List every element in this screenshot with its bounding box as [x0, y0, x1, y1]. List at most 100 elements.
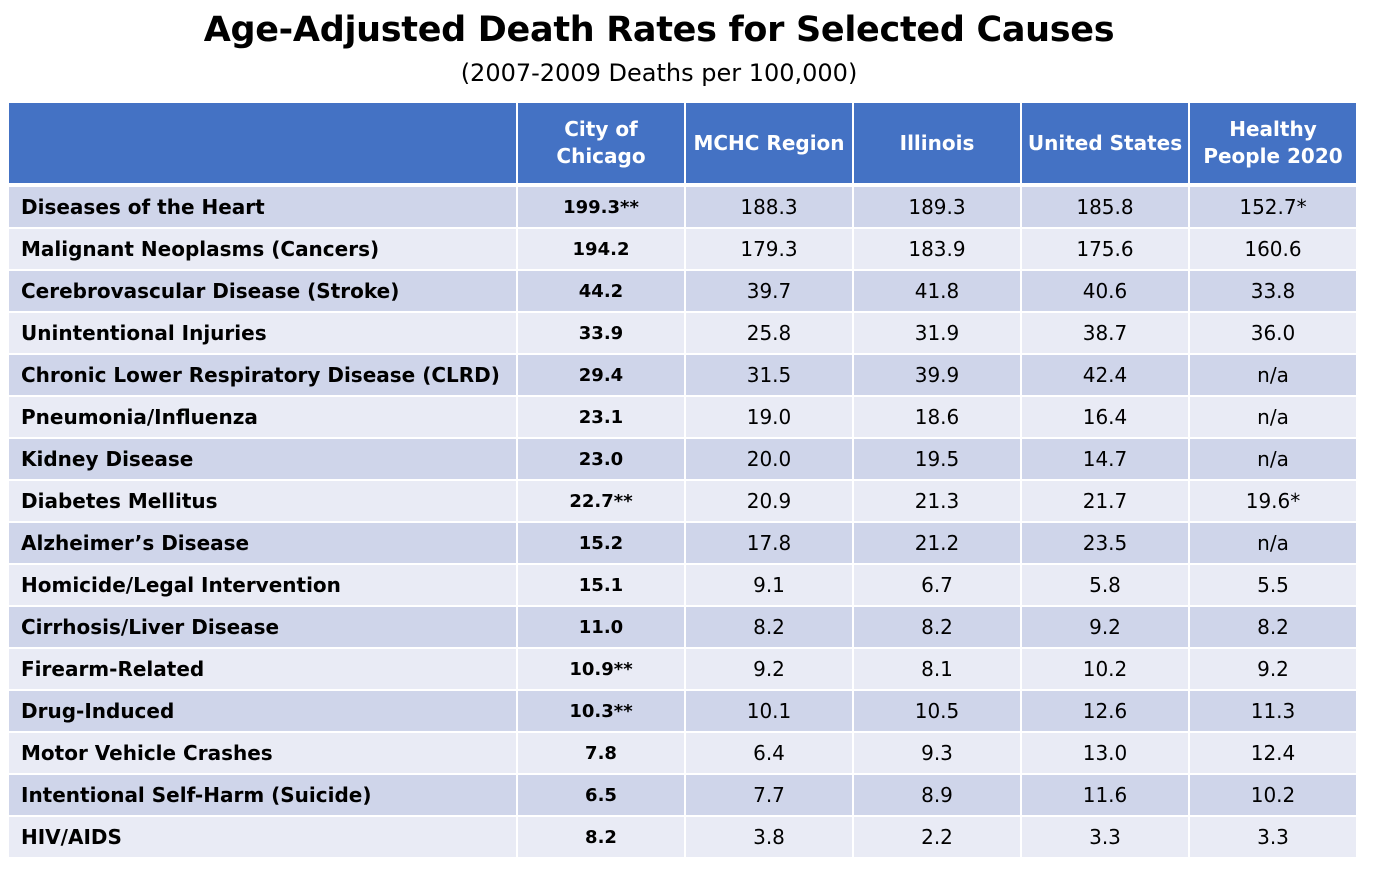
table-row: Unintentional Injuries 33.9 25.8 31.9 38.7 36… [7, 312, 1358, 355]
value-cell-illinois: 8.9 [852, 774, 1022, 817]
header-united-states: United States [1020, 103, 1190, 187]
value-cell-illinois: 9.3 [852, 732, 1022, 775]
value-cell-mchc-region: 9.2 [684, 648, 854, 691]
table-row: Kidney Disease 23.0 20.0 19.5 14.7 n/a [7, 438, 1358, 481]
value-cell-healthy-people-2020: 152.7* [1188, 185, 1358, 229]
value-cell-united-states: 42.4 [1020, 354, 1190, 397]
cause-cell: Motor Vehicle Crashes [7, 732, 518, 775]
value-cell-mchc-region: 179.3 [684, 228, 854, 271]
value-cell-united-states: 175.6 [1020, 228, 1190, 271]
header-illinois: Illinois [852, 103, 1022, 187]
value-cell-city-of-chicago: 23.0 [516, 438, 686, 481]
value-cell-healthy-people-2020: n/a [1188, 396, 1358, 439]
value-cell-illinois: 8.1 [852, 648, 1022, 691]
value-cell-united-states: 13.0 [1020, 732, 1190, 775]
table-header: City of Chicago MCHC Region Illinois Uni… [7, 103, 1358, 187]
table-row: Homicide/Legal Intervention 15.1 9.1 6.7 5.8… [7, 564, 1358, 607]
value-cell-healthy-people-2020: 3.3 [1188, 816, 1358, 859]
value-cell-healthy-people-2020: 5.5 [1188, 564, 1358, 607]
value-cell-united-states: 14.7 [1020, 438, 1190, 481]
value-cell-healthy-people-2020: 8.2 [1188, 606, 1358, 649]
table-row: Firearm-Related 10.9** 9.2 8.1 10.2 9.2 [7, 648, 1358, 691]
table-row: Malignant Neoplasms (Cancers) 194.2 179.3 1… [7, 228, 1358, 271]
value-cell-city-of-chicago: 194.2 [516, 228, 686, 271]
value-cell-mchc-region: 9.1 [684, 564, 854, 607]
value-cell-healthy-people-2020: n/a [1188, 354, 1358, 397]
value-cell-mchc-region: 6.4 [684, 732, 854, 775]
table-row: Pneumonia/Influenza 23.1 19.0 18.6 16.4 n/a [7, 396, 1358, 439]
value-cell-healthy-people-2020: 12.4 [1188, 732, 1358, 775]
value-cell-united-states: 12.6 [1020, 690, 1190, 733]
page-subtitle: (2007-2009 Deaths per 100,000) [460, 59, 858, 87]
value-cell-mchc-region: 31.5 [684, 354, 854, 397]
value-cell-mchc-region: 17.8 [684, 522, 854, 565]
table-row: Intentional Self-Harm (Suicide) 6.5 7.7 8.9… [7, 774, 1358, 817]
value-cell-united-states: 16.4 [1020, 396, 1190, 439]
value-cell-mchc-region: 19.0 [684, 396, 854, 439]
value-cell-illinois: 19.5 [852, 438, 1022, 481]
value-cell-city-of-chicago: 7.8 [516, 732, 686, 775]
value-cell-healthy-people-2020: 160.6 [1188, 228, 1358, 271]
cause-cell: Chronic Lower Respiratory Disease (CLRD) [7, 354, 518, 397]
table-row: Diseases of the Heart 199.3** 188.3 189.3 18… [7, 185, 1358, 229]
cause-cell: Pneumonia/Influenza [7, 396, 518, 439]
value-cell-city-of-chicago: 11.0 [516, 606, 686, 649]
cause-cell: Cerebrovascular Disease (Stroke) [7, 270, 518, 313]
value-cell-illinois: 10.5 [852, 690, 1022, 733]
value-cell-mchc-region: 10.1 [684, 690, 854, 733]
value-cell-illinois: 18.6 [852, 396, 1022, 439]
value-cell-united-states: 10.2 [1020, 648, 1190, 691]
page-title: Age-Adjusted Death Rates for Selected Ca… [203, 10, 1115, 50]
value-cell-healthy-people-2020: 33.8 [1188, 270, 1358, 313]
value-cell-mchc-region: 8.2 [684, 606, 854, 649]
value-cell-healthy-people-2020: 11.3 [1188, 690, 1358, 733]
value-cell-city-of-chicago: 29.4 [516, 354, 686, 397]
header-city-of-chicago: City of Chicago [516, 103, 686, 187]
table-row: Motor Vehicle Crashes 7.8 6.4 9.3 13.0 12.4 [7, 732, 1358, 775]
cause-cell: Unintentional Injuries [7, 312, 518, 355]
value-cell-city-of-chicago: 199.3** [516, 185, 686, 229]
value-cell-healthy-people-2020: 10.2 [1188, 774, 1358, 817]
value-cell-city-of-chicago: 44.2 [516, 270, 686, 313]
table-row: Cerebrovascular Disease (Stroke) 44.2 39.7… [7, 270, 1358, 313]
value-cell-united-states: 9.2 [1020, 606, 1190, 649]
value-cell-city-of-chicago: 15.1 [516, 564, 686, 607]
header-healthy-people-2020: Healthy People 2020 [1188, 103, 1358, 187]
value-cell-mchc-region: 20.0 [684, 438, 854, 481]
cause-cell: Malignant Neoplasms (Cancers) [7, 228, 518, 271]
value-cell-united-states: 3.3 [1020, 816, 1190, 859]
value-cell-united-states: 38.7 [1020, 312, 1190, 355]
cause-cell: Cirrhosis/Liver Disease [7, 606, 518, 649]
value-cell-illinois: 6.7 [852, 564, 1022, 607]
value-cell-illinois: 39.9 [852, 354, 1022, 397]
value-cell-illinois: 189.3 [852, 185, 1022, 229]
value-cell-healthy-people-2020: 19.6* [1188, 480, 1358, 523]
cause-cell: Intentional Self-Harm (Suicide) [7, 774, 518, 817]
table-row: Diabetes Mellitus 22.7** 20.9 21.3 21.7 19.6* [7, 480, 1358, 523]
value-cell-city-of-chicago: 10.3** [516, 690, 686, 733]
value-cell-city-of-chicago: 23.1 [516, 396, 686, 439]
value-cell-united-states: 23.5 [1020, 522, 1190, 565]
value-cell-united-states: 11.6 [1020, 774, 1190, 817]
table-row: Chronic Lower Respiratory Disease (CLRD)… [7, 354, 1358, 397]
header-cause [7, 103, 518, 187]
value-cell-united-states: 40.6 [1020, 270, 1190, 313]
value-cell-illinois: 21.3 [852, 480, 1022, 523]
value-cell-mchc-region: 25.8 [684, 312, 854, 355]
value-cell-healthy-people-2020: 9.2 [1188, 648, 1358, 691]
death-rates-table: City of Chicago MCHC Region Illinois Uni… [7, 103, 1358, 859]
value-cell-city-of-chicago: 10.9** [516, 648, 686, 691]
table-row: HIV/AIDS 8.2 3.8 2.2 3.3 3.3 [7, 816, 1358, 859]
table-row: Alzheimer’s Disease 15.2 17.8 21.2 23.5 n/a [7, 522, 1358, 565]
value-cell-illinois: 183.9 [852, 228, 1022, 271]
cause-cell: Kidney Disease [7, 438, 518, 481]
value-cell-city-of-chicago: 8.2 [516, 816, 686, 859]
cause-cell: Alzheimer’s Disease [7, 522, 518, 565]
value-cell-illinois: 2.2 [852, 816, 1022, 859]
cause-cell: Firearm-Related [7, 648, 518, 691]
value-cell-illinois: 41.8 [852, 270, 1022, 313]
value-cell-city-of-chicago: 15.2 [516, 522, 686, 565]
cause-cell: Homicide/Legal Intervention [7, 564, 518, 607]
value-cell-healthy-people-2020: n/a [1188, 522, 1358, 565]
